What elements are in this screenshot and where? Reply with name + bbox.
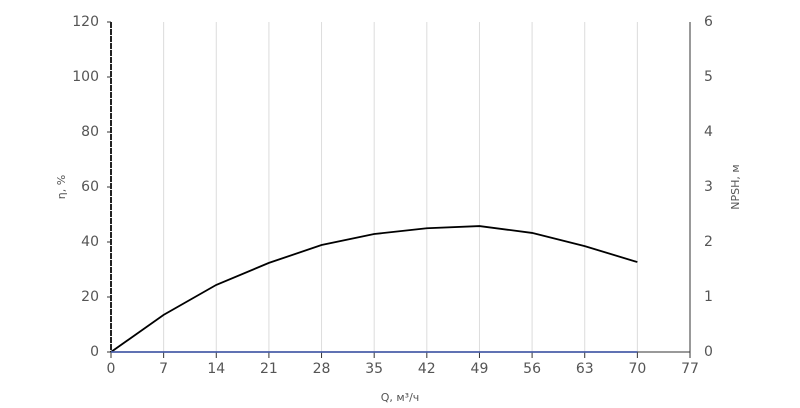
y2-tick-label: 3 [704, 179, 713, 195]
y-tick-label: 60 [81, 179, 99, 195]
y2-tick-label: 2 [704, 234, 713, 250]
x-tick-label: 21 [260, 361, 278, 377]
y2-tick-label: 1 [704, 289, 713, 305]
line-series [110, 225, 638, 353]
y-tick-label: 40 [81, 234, 99, 250]
x-tick-label: 42 [418, 361, 436, 377]
x-tick-label: 49 [471, 361, 489, 377]
y-tick-label: 0 [90, 344, 99, 360]
y2-tick-label: 0 [704, 344, 713, 360]
x-tick-label: 35 [365, 361, 383, 377]
x-tick-label: 14 [207, 361, 225, 377]
x-tick-label: 0 [107, 361, 116, 377]
x-tick-label: 56 [523, 361, 541, 377]
y2-axis-label: NPSH, м [729, 164, 742, 209]
x-tick-label: 77 [681, 361, 699, 377]
x-tick-label: 63 [576, 361, 594, 377]
y2-tick-label: 4 [704, 124, 713, 140]
y2-tick-label: 6 [704, 14, 713, 30]
x-tick-label: 70 [628, 361, 646, 377]
y-tick-label: 120 [72, 14, 99, 30]
y-axis-label: η, % [55, 175, 68, 199]
y-tick-label: 20 [81, 289, 99, 305]
y2-tick-label: 5 [704, 69, 713, 85]
x-tick-label: 7 [159, 361, 168, 377]
y-tick-label: 80 [81, 124, 99, 140]
y-tick-label: 100 [72, 69, 99, 85]
x-tick-label: 28 [313, 361, 331, 377]
x-axis-label: Q, м³/ч [381, 391, 420, 404]
